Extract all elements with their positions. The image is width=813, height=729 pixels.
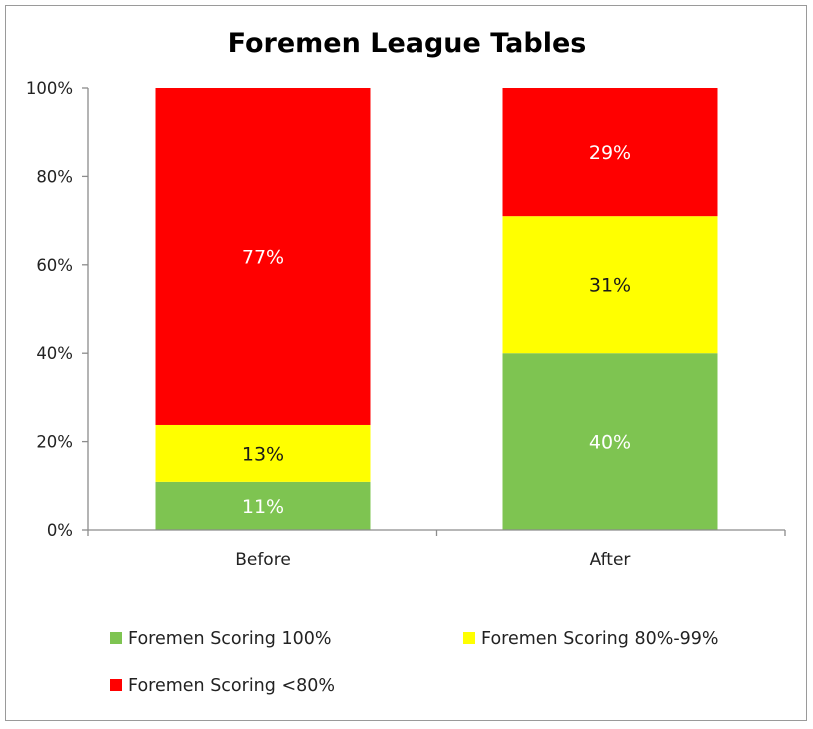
- bar-segment-before-3: [155, 88, 371, 425]
- y-tick-label: 100%: [26, 79, 73, 98]
- bar-segment-before-1: [155, 481, 371, 530]
- legend-swatch-3: [110, 679, 122, 691]
- y-tick-label: 40%: [36, 344, 73, 363]
- data-label-before-2: 13%: [242, 443, 284, 465]
- bar-segment-after-1: [502, 353, 718, 530]
- legend-swatch-2: [463, 632, 475, 644]
- bar-segment-after-3: [502, 88, 718, 217]
- data-label-after-1: 40%: [589, 432, 631, 454]
- x-category-label: Before: [235, 550, 291, 570]
- y-tick-label: 0%: [47, 521, 73, 540]
- bar-segment-after-2: [502, 216, 718, 354]
- chart-title: Foremen League Tables: [228, 28, 587, 59]
- legend-swatch-1: [110, 632, 122, 644]
- bar-segment-before-2: [155, 424, 371, 482]
- y-tick-label: 80%: [36, 167, 73, 186]
- y-tick-label: 60%: [36, 256, 73, 275]
- data-label-before-3: 77%: [242, 246, 284, 268]
- legend-label-2: Foremen Scoring 80%-99%: [481, 629, 719, 649]
- data-label-after-2: 31%: [589, 275, 631, 297]
- x-category-label: After: [590, 550, 631, 570]
- legend-label-3: Foremen Scoring <80%: [128, 676, 335, 696]
- legend-label-1: Foremen Scoring 100%: [128, 629, 331, 649]
- y-tick-label: 20%: [36, 433, 73, 452]
- data-label-after-3: 29%: [589, 142, 631, 164]
- data-label-before-1: 11%: [242, 496, 284, 518]
